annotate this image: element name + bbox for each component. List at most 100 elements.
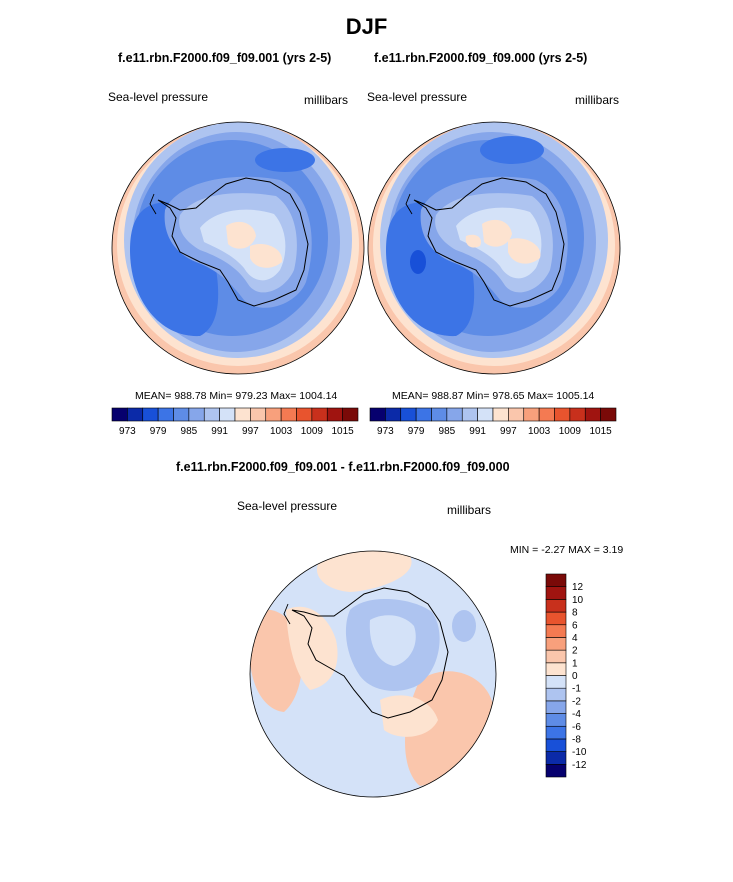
colorbar-tick-label: 985 [439,426,456,437]
map-boundary-b [367,121,621,375]
colorbar-box [111,407,128,422]
colorbar-box [203,407,220,422]
colorbar-box [127,407,144,422]
colorbar-tick-label: -8 [572,734,581,745]
colorbar-box [173,407,190,422]
colorbar-box [554,407,571,422]
colorbar-box [545,764,567,778]
colorbar-box [492,407,509,422]
colorbar-tick-label: 6 [572,620,578,631]
contour-pos-south [380,695,438,737]
antarctic-coastline-c [291,587,449,719]
contour-high-2 [250,243,283,268]
colorbar-box [584,407,601,422]
right-variable-label: Sea-level pressure [367,90,468,104]
colorbar-box [523,407,540,422]
contour-low-indian [480,136,544,164]
right-units-label: millibars [575,93,620,107]
colorbar-box [545,700,567,714]
colorbar-box [415,407,432,422]
contour-high-1 [482,219,512,247]
colorbar-box [600,407,617,422]
left-panel-title: f.e11.rbn.F2000.f09_f09.001 (yrs 2-5) [118,51,332,65]
colorbar-box [569,407,586,422]
contour-low-indian [255,148,315,172]
colorbar-tick-label: 1015 [332,426,355,437]
colorbar-tick-label: 979 [408,426,425,437]
colorbar-tick-label: 997 [242,426,259,437]
contour-high-2 [508,238,541,264]
colorbar-box [311,407,328,422]
colorbar-box [400,407,417,422]
colorbar-case-000: 973 979 985 991 997 1003 1009 1015 [369,407,617,437]
contour-neg-antarctic-inner [369,615,416,666]
colorbar-box [369,407,386,422]
colorbar-box [545,713,567,727]
colorbar-tick-label: 991 [469,426,486,437]
contour-low-core [410,250,426,274]
colorbar-box [545,738,567,752]
colorbar-tick-label: 1009 [301,426,324,437]
colorbar-tick-label: -4 [572,709,581,720]
antarctic-peninsula-b [405,193,413,215]
map-boundary-a [111,121,365,375]
colorbar-tick-label: 991 [211,426,228,437]
colorbar-tick-label: 10 [572,595,584,606]
colorbar-tick-label: 0 [572,671,578,682]
colorbar-box [446,407,463,422]
colorbar-box [508,407,525,422]
colorbar-case-001: 973 979 985 991 997 1003 1009 1015 [111,407,359,437]
colorbar-box [545,675,567,689]
right-panel-title: f.e11.rbn.F2000.f09_f09.000 (yrs 2-5) [374,51,588,65]
left-stats: MEAN= 988.78 Min= 979.23 Max= 1004.14 [135,390,338,402]
colorbar-box [545,611,567,626]
right-stats: MEAN= 988.87 Min= 978.65 Max= 1005.14 [392,390,595,402]
colorbar-box [545,687,567,702]
colorbar-tick-label: 1 [572,658,578,669]
colorbar-box [545,573,567,587]
colorbar-tick-label: -6 [572,722,581,733]
diff-units-label: millibars [447,503,492,517]
colorbar-tick-label: 997 [500,426,517,437]
contour-pos-north [316,551,412,592]
contour-high-1 [226,221,256,249]
antarctic-peninsula-c [283,603,291,625]
colorbar-tick-label: -12 [572,760,587,771]
colorbar-box [545,751,567,765]
colorbar-box [545,637,567,651]
colorbar-box [342,407,359,422]
colorbar-box [477,407,494,422]
colorbar-box [538,407,555,422]
colorbar-tick-label: 985 [181,426,198,437]
colorbar-box [545,599,567,613]
colorbar-box [157,407,174,422]
colorbar-box [250,407,267,422]
colorbar-box [234,407,251,422]
colorbar-box [385,407,402,422]
colorbar-tick-label: 4 [572,633,578,644]
colorbar-tick-label: 1003 [270,426,293,437]
colorbar-tick-label: 12 [572,582,584,593]
map-difference [249,550,497,798]
colorbar-tick-label: 1009 [559,426,582,437]
contour-pos-west-2 [286,606,338,690]
colorbar-tick-label: -10 [572,747,587,758]
colorbar-tick-label: -2 [572,696,581,707]
diff-stats: MIN = -2.27 MAX = 3.19 [510,544,624,556]
colorbar-box [142,407,159,422]
colorbar-box [431,407,448,422]
colorbar-box [265,407,282,422]
colorbar-box [545,725,567,740]
figure-title: DJF [345,14,388,39]
colorbar-tick-label: -1 [572,684,581,695]
colorbar-tick-label: 1003 [528,426,551,437]
antarctic-peninsula-a [149,193,157,215]
colorbar-box [545,624,567,638]
colorbar-box [280,407,297,422]
colorbar-box [219,407,236,422]
map-case-000 [367,121,621,375]
colorbar-box [296,407,313,422]
map-boundary-c [249,550,497,798]
